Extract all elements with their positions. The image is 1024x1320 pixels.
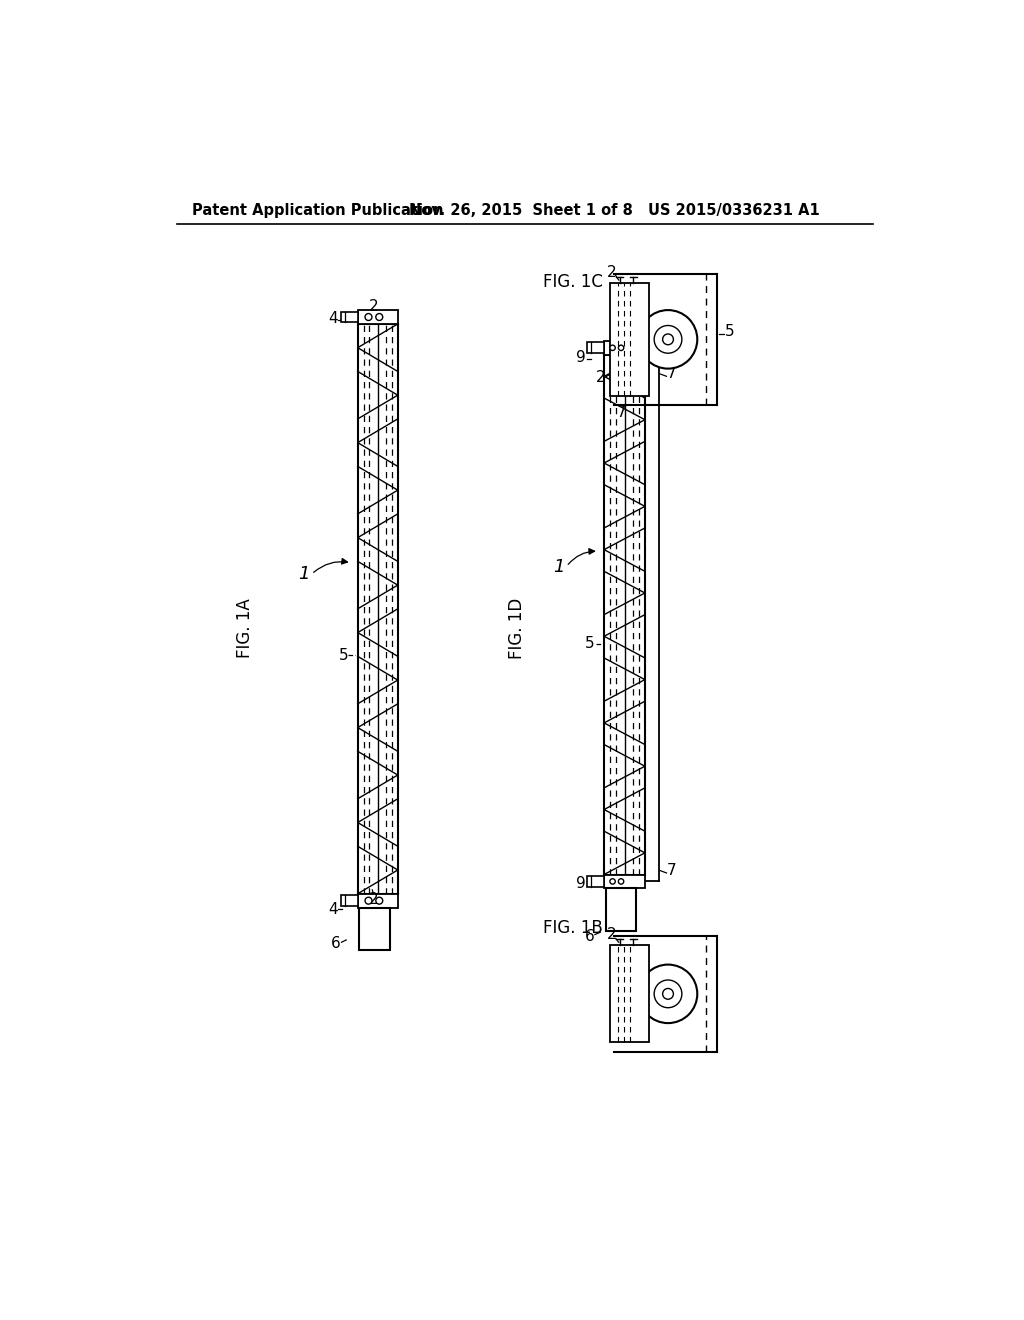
Bar [341, 312, 357, 322]
Circle shape [376, 314, 383, 321]
Circle shape [618, 879, 624, 884]
Text: 1: 1 [298, 565, 309, 583]
Text: 2: 2 [607, 927, 616, 942]
Text: 2: 2 [595, 371, 605, 385]
Bar [587, 876, 604, 887]
Text: 2: 2 [369, 892, 379, 907]
Text: FIG. 1B: FIG. 1B [543, 920, 602, 937]
Text: Nov. 26, 2015  Sheet 1 of 8: Nov. 26, 2015 Sheet 1 of 8 [410, 203, 633, 218]
Circle shape [618, 345, 624, 351]
Text: 4: 4 [329, 902, 338, 916]
Circle shape [639, 965, 697, 1023]
Text: FIG. 1D: FIG. 1D [508, 598, 526, 659]
Bar [604, 875, 645, 888]
Text: FIG. 1A: FIG. 1A [236, 598, 254, 657]
Text: 7: 7 [617, 405, 627, 420]
Text: 9: 9 [577, 876, 586, 891]
Text: Patent Application Publication: Patent Application Publication [193, 203, 443, 218]
Text: 7: 7 [667, 367, 677, 381]
Bar [357, 310, 397, 323]
Bar [604, 341, 645, 355]
Circle shape [365, 314, 372, 321]
Circle shape [376, 898, 383, 904]
Bar [605, 888, 637, 931]
Text: 4: 4 [329, 312, 338, 326]
Text: 5: 5 [339, 648, 348, 663]
Text: 5: 5 [585, 636, 594, 651]
Circle shape [654, 979, 682, 1007]
Circle shape [654, 326, 682, 354]
Text: 1: 1 [553, 557, 564, 576]
Text: 5: 5 [725, 325, 734, 339]
Text: 9: 9 [577, 350, 586, 364]
Bar [341, 895, 357, 906]
Circle shape [663, 989, 674, 999]
Text: 7: 7 [667, 863, 677, 878]
Text: FIG. 1C: FIG. 1C [543, 273, 602, 290]
Text: 2: 2 [369, 298, 379, 314]
Bar [610, 945, 649, 1043]
Bar [359, 908, 390, 950]
Text: 2: 2 [621, 334, 631, 348]
Circle shape [663, 334, 674, 345]
Circle shape [610, 345, 615, 351]
Text: 6: 6 [585, 928, 594, 944]
Text: 6: 6 [332, 936, 341, 952]
Circle shape [639, 310, 697, 368]
Text: 2: 2 [607, 265, 616, 280]
Circle shape [365, 898, 372, 904]
Bar [357, 894, 397, 908]
Text: US 2015/0336231 A1: US 2015/0336231 A1 [648, 203, 820, 218]
Bar [610, 284, 649, 396]
Bar [587, 342, 604, 354]
Circle shape [610, 879, 615, 884]
